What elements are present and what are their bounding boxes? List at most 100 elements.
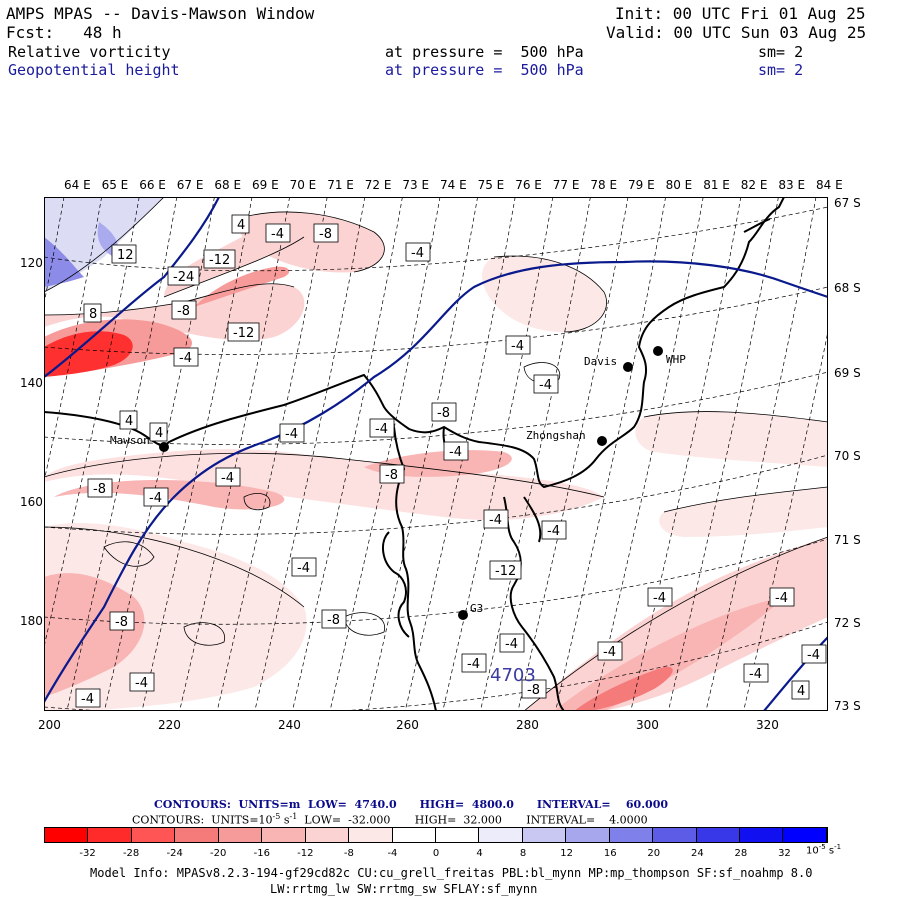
colorbar-tick-label: 4 [476, 848, 483, 859]
contour-label-text: -24 [173, 270, 194, 285]
contour-label: -4 [647, 587, 673, 607]
contour-label: -4 [801, 644, 827, 664]
contour-label-text: -4 [81, 692, 94, 707]
contour-label-text: 4 [797, 684, 805, 699]
longitude-label: 71 E [327, 178, 354, 192]
contour-label-text: -8 [115, 615, 128, 630]
colorbar-tick-label: -4 [387, 848, 398, 859]
colorbar-swatch [653, 828, 697, 842]
zhongshan-marker [597, 436, 607, 446]
contour-label: -8 [87, 478, 113, 498]
contour-label-text: -4 [375, 422, 388, 437]
model-info-line1: Model Info: MPASv8.2.3-194-gf29cd82c CU:… [90, 866, 813, 880]
colorbar-tick-label: -32 [79, 848, 96, 859]
zhongshan-label: Zhongshan [526, 429, 586, 442]
contour-label-text: 12 [117, 248, 134, 263]
colorbar-tick-label: -28 [122, 848, 140, 859]
contour-label: -4 [483, 509, 509, 529]
contour-label-text: -4 [449, 445, 462, 460]
longitude-label: 70 E [289, 178, 317, 192]
contour-label-text: -12 [209, 253, 230, 268]
contour-label-text: -4 [271, 227, 284, 242]
contour-label-text: -8 [177, 304, 190, 319]
colorbar-swatch [522, 828, 567, 842]
contour-label-text: -4 [775, 591, 788, 606]
colorbar-tick-label: -8 [343, 848, 354, 859]
field1-smoothing: sm= 2 [758, 43, 804, 61]
contour-label-text: -8 [437, 406, 450, 421]
x-tick-label: 280 [516, 718, 539, 732]
contour-label-text: -4 [285, 427, 298, 442]
y-tick-label: 120 [20, 256, 43, 270]
contour-label: -12 [489, 560, 522, 580]
field1-name: Relative vorticity [8, 43, 171, 61]
neg-lower-right-core [574, 666, 673, 711]
contour-label-text: -4 [411, 246, 424, 261]
longitude-label: 81 E [703, 178, 730, 192]
contour-label-text: 4 [237, 218, 245, 233]
contour-label: -4 [129, 672, 155, 692]
contour-label: -4 [75, 688, 101, 708]
contour-label: -24 [167, 266, 200, 286]
longitude-label: 83 E [778, 178, 806, 192]
contour-label-text: -4 [297, 561, 310, 576]
latitude-label: 69 S [834, 366, 861, 380]
longitude-label: 72 E [364, 178, 392, 192]
colorbar-tick-label: -16 [253, 848, 270, 859]
contour-label-text: -4 [749, 667, 762, 682]
longitude-label: 78 E [590, 178, 618, 192]
colorbar-tick-label: -24 [166, 848, 183, 859]
longitude-label: 76 E [515, 178, 542, 192]
init-time: Init: 00 UTC Fri 01 Aug 25 [615, 4, 866, 23]
contour-label: -4 [291, 557, 317, 577]
height-contour-4800 [44, 197, 220, 378]
neg-upper-right-blob [482, 256, 607, 332]
longitude-label: 82 E [740, 178, 768, 192]
colorbar-swatch [479, 828, 523, 842]
colorbar-tick-label: 0 [432, 848, 440, 859]
contour-label: 4 [231, 214, 250, 234]
contour-label-text: -8 [93, 482, 106, 497]
y-tick-label: 140 [20, 376, 43, 390]
mawson-marker [159, 442, 169, 452]
field2-pressure: at pressure = 500 hPa [385, 61, 584, 79]
colorbar-swatch [175, 828, 219, 842]
plot-title: AMPS MPAS -- Davis-Mawson Window [6, 4, 315, 23]
contour-label-text: -4 [505, 637, 518, 652]
x-tick-label: 220 [158, 718, 181, 732]
colorbar-swatch [88, 828, 132, 842]
neg-lower-right [524, 537, 828, 711]
longitude-label: 75 E [477, 178, 505, 192]
neg-vort-core [44, 331, 133, 377]
contour-label: -4 [769, 587, 795, 607]
neg-band-middle [44, 449, 604, 521]
colorbar-swatch [262, 828, 306, 842]
colorbar-swatch [783, 828, 827, 842]
contour-label-text: -4 [467, 657, 480, 672]
contour-label-text: -4 [539, 378, 552, 393]
colorbar-tick-label: 24 [690, 848, 704, 859]
valid-time: Valid: 00 UTC Sun 03 Aug 25 [606, 23, 867, 42]
contour-label: -4 [505, 335, 531, 355]
contour-label: -8 [313, 223, 339, 243]
colorbar-tick-label: 16 [603, 848, 617, 859]
longitude-label: 73 E [402, 178, 430, 192]
latitude-label: 67 S [834, 196, 861, 210]
contour-label: -8 [521, 679, 547, 699]
colorbar-swatch [45, 828, 89, 842]
contour-label: -4 [461, 653, 487, 673]
contour-label-text: -4 [135, 676, 148, 691]
contour-label-text: -4 [653, 591, 666, 606]
colorbar-tick-label: 32 [778, 848, 791, 859]
contour-label-text: -4 [807, 648, 820, 663]
contour-label: -8 [109, 611, 135, 631]
contour-label: -4 [743, 663, 769, 683]
x-tick-label: 320 [756, 718, 779, 732]
contour-label-text: -4 [489, 513, 502, 528]
colorbar-swatch [349, 828, 393, 842]
contour-label: 4 [149, 422, 168, 442]
longitude-label: 80 E [665, 178, 693, 192]
contour-label: 12 [111, 244, 137, 264]
vorticity-contour-info: CONTOURS: UNITS=10-5 s-1 LOW= -32.000 HI… [132, 812, 648, 827]
contour-label-text: -8 [319, 227, 332, 242]
